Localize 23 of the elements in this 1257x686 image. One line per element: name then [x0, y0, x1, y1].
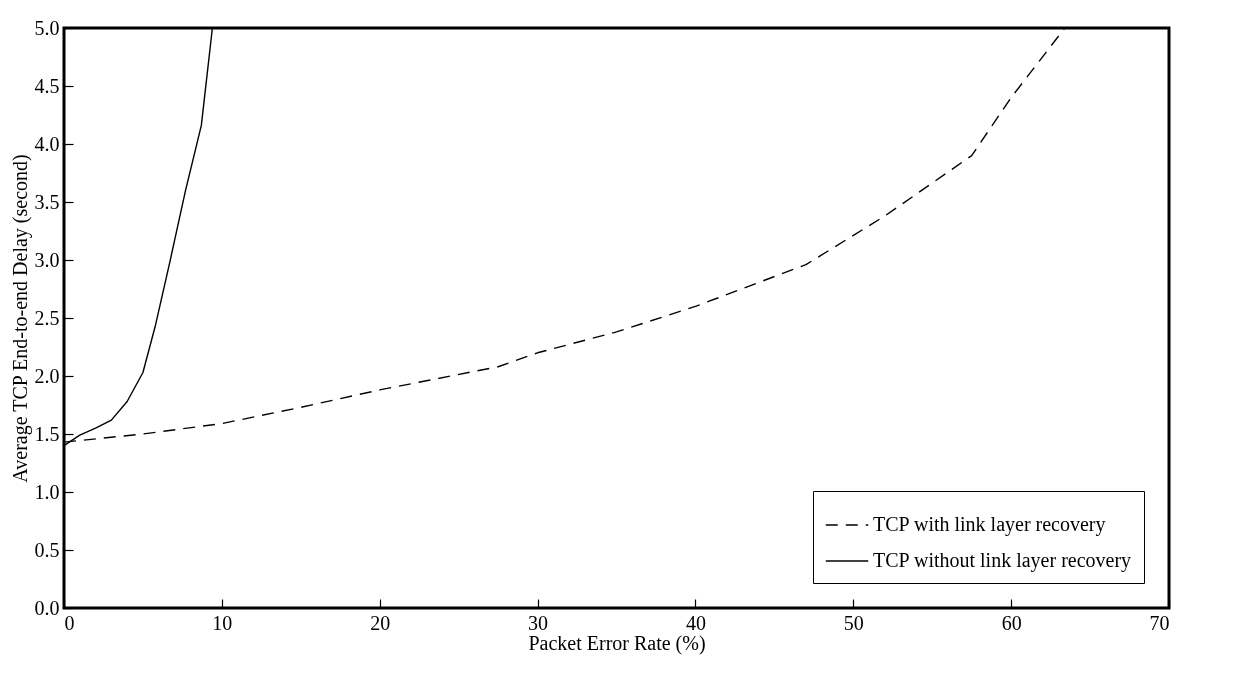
x-tick-label: 70 — [1149, 611, 1170, 634]
y-tick-label: 4.0 — [34, 132, 60, 155]
x-tick-label: 40 — [685, 611, 706, 634]
x-tick-label: 50 — [843, 611, 864, 634]
legend-label: TCP with link layer recovery — [873, 513, 1106, 536]
y-tick-label: 2.5 — [34, 306, 60, 329]
x-tick-label: 30 — [528, 611, 549, 634]
y-tick-label: 3.5 — [34, 190, 60, 213]
x-axis-title: Packet Error Rate (%) — [528, 631, 706, 655]
x-tick-label: 10 — [212, 611, 233, 634]
x-tick-label: 60 — [1001, 611, 1022, 634]
x-tick-label: 0 — [64, 611, 75, 634]
y-tick-label: 1.0 — [34, 480, 60, 503]
y-tick-label: 5.0 — [34, 16, 60, 39]
y-tick-label: 2.0 — [34, 364, 60, 387]
y-axis-title: Average TCP End-to-end Delay (second) — [8, 154, 32, 483]
y-tick-label: 1.5 — [34, 422, 60, 445]
y-tick-label: 0.0 — [34, 596, 60, 619]
y-tick-label: 3.0 — [34, 248, 60, 271]
y-tick-label: 4.5 — [34, 74, 60, 97]
y-tick-label: 0.5 — [34, 538, 60, 561]
legend-label: TCP without link layer recovery — [873, 549, 1132, 572]
x-tick-label: 20 — [370, 611, 391, 634]
